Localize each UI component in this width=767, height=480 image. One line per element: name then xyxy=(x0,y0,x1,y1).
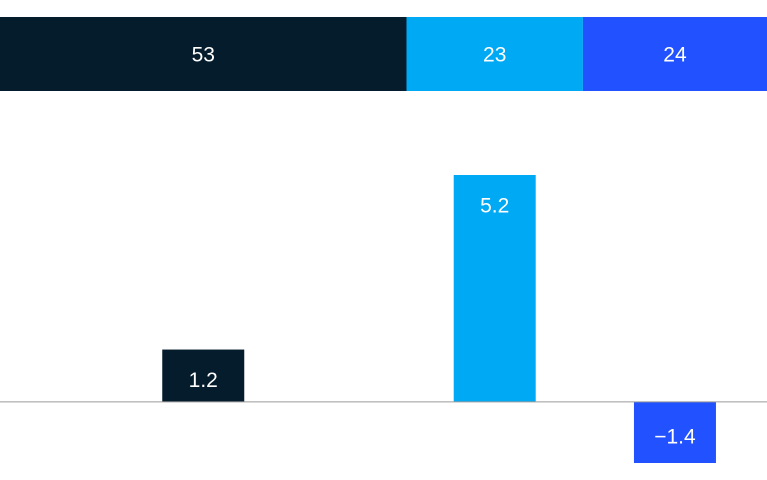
bar-segment xyxy=(406,17,583,91)
segment-label: 23 xyxy=(483,44,506,67)
segment-label: 53 xyxy=(192,44,215,67)
bar-segment xyxy=(582,17,767,91)
value-label: 1.2 xyxy=(189,369,218,392)
value-label: 5.2 xyxy=(480,195,509,218)
value-label: −1.4 xyxy=(654,425,696,448)
bar xyxy=(162,349,245,402)
bar-segment xyxy=(0,17,407,91)
bar xyxy=(453,175,536,402)
bar xyxy=(633,401,716,463)
segment-label: 24 xyxy=(663,44,687,67)
